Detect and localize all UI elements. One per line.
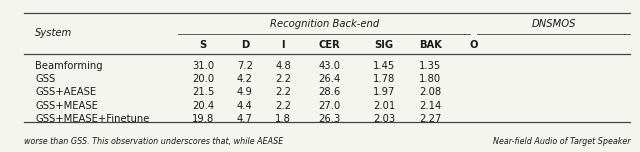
Text: 2.03: 2.03 bbox=[373, 114, 395, 124]
Text: 2.01: 2.01 bbox=[373, 101, 395, 111]
Text: 4.4: 4.4 bbox=[237, 101, 253, 111]
Text: 2.14: 2.14 bbox=[419, 101, 442, 111]
Text: 20.4: 20.4 bbox=[192, 101, 214, 111]
Text: O: O bbox=[469, 40, 478, 50]
Text: 20.0: 20.0 bbox=[192, 74, 214, 84]
Text: 4.9: 4.9 bbox=[237, 87, 253, 97]
Text: DNSMOS: DNSMOS bbox=[531, 19, 576, 29]
Text: 4.2: 4.2 bbox=[237, 74, 253, 84]
Text: 26.4: 26.4 bbox=[319, 74, 340, 84]
Text: GSS+MEASE: GSS+MEASE bbox=[35, 101, 98, 111]
Text: 4.8: 4.8 bbox=[275, 61, 291, 71]
Text: 1.80: 1.80 bbox=[419, 74, 442, 84]
Text: BAK: BAK bbox=[419, 40, 442, 50]
Text: S: S bbox=[200, 40, 207, 50]
Text: I: I bbox=[282, 40, 285, 50]
Text: 43.0: 43.0 bbox=[319, 61, 340, 71]
Text: 7.2: 7.2 bbox=[237, 61, 253, 71]
Text: 1.8: 1.8 bbox=[275, 114, 291, 124]
Text: Recognition Back-end: Recognition Back-end bbox=[269, 19, 379, 29]
Text: 1.97: 1.97 bbox=[373, 87, 395, 97]
Text: 27.0: 27.0 bbox=[319, 101, 340, 111]
Text: 2.08: 2.08 bbox=[419, 87, 442, 97]
Text: 2.2: 2.2 bbox=[275, 74, 291, 84]
Text: Near-field Audio of Target Speaker: Near-field Audio of Target Speaker bbox=[493, 137, 630, 146]
Text: D: D bbox=[241, 40, 249, 50]
Text: CER: CER bbox=[319, 40, 340, 50]
Text: 1.35: 1.35 bbox=[419, 61, 442, 71]
Text: worse than GSS. This observation underscores that, while AEASE: worse than GSS. This observation undersc… bbox=[24, 137, 284, 146]
Text: GSS+MEASE+Finetune: GSS+MEASE+Finetune bbox=[35, 114, 150, 124]
Text: System: System bbox=[35, 28, 72, 38]
Text: 2.2: 2.2 bbox=[275, 101, 291, 111]
Text: 4.7: 4.7 bbox=[237, 114, 253, 124]
Text: 28.6: 28.6 bbox=[319, 87, 340, 97]
Text: 21.5: 21.5 bbox=[192, 87, 214, 97]
Text: Beamforming: Beamforming bbox=[35, 61, 103, 71]
Text: 1.45: 1.45 bbox=[373, 61, 395, 71]
Text: SIG: SIG bbox=[374, 40, 394, 50]
Text: 26.3: 26.3 bbox=[319, 114, 340, 124]
Text: 2.27: 2.27 bbox=[419, 114, 442, 124]
Text: 31.0: 31.0 bbox=[192, 61, 214, 71]
Text: 19.8: 19.8 bbox=[192, 114, 214, 124]
Text: 2.2: 2.2 bbox=[275, 87, 291, 97]
Text: 1.78: 1.78 bbox=[373, 74, 395, 84]
Text: GSS+AEASE: GSS+AEASE bbox=[35, 87, 97, 97]
Text: GSS: GSS bbox=[35, 74, 56, 84]
